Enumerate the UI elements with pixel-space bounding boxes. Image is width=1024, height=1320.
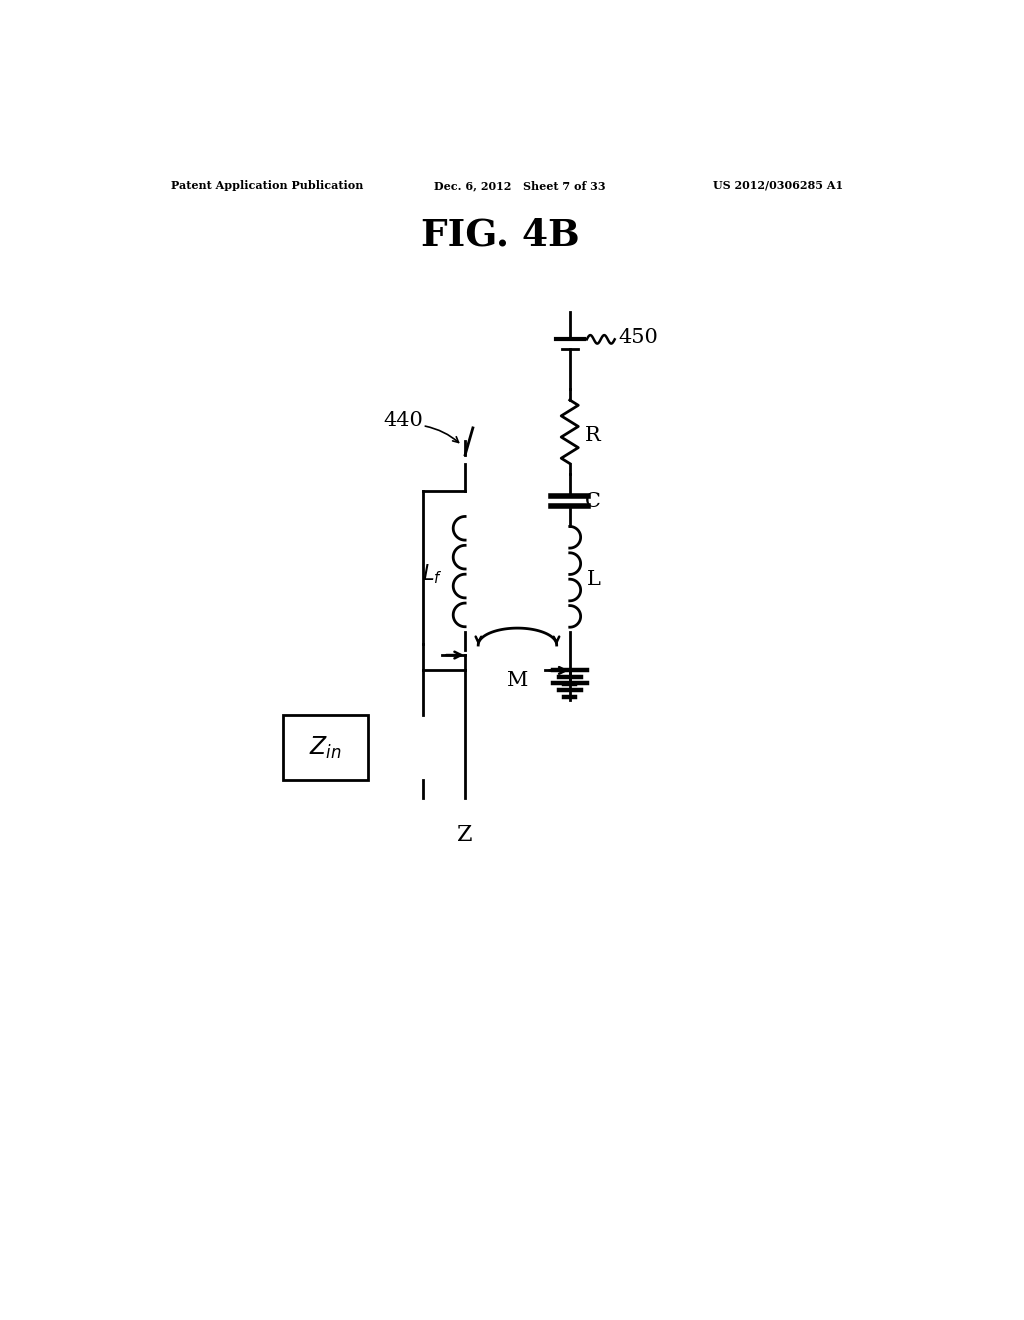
Text: 450: 450 bbox=[618, 329, 658, 347]
Text: Patent Application Publication: Patent Application Publication bbox=[171, 180, 362, 191]
Text: FIG. 4B: FIG. 4B bbox=[421, 216, 580, 253]
Text: L: L bbox=[587, 570, 601, 589]
Text: $L_f$: $L_f$ bbox=[423, 562, 443, 586]
Text: $Z_{in}$: $Z_{in}$ bbox=[309, 734, 342, 760]
Text: M: M bbox=[507, 671, 528, 690]
FancyBboxPatch shape bbox=[283, 714, 369, 780]
Text: US 2012/0306285 A1: US 2012/0306285 A1 bbox=[713, 180, 843, 191]
Text: Dec. 6, 2012   Sheet 7 of 33: Dec. 6, 2012 Sheet 7 of 33 bbox=[434, 180, 606, 191]
Text: Z: Z bbox=[458, 825, 473, 846]
Text: C: C bbox=[586, 491, 601, 511]
Text: R: R bbox=[586, 426, 601, 445]
Text: 440: 440 bbox=[384, 411, 424, 430]
